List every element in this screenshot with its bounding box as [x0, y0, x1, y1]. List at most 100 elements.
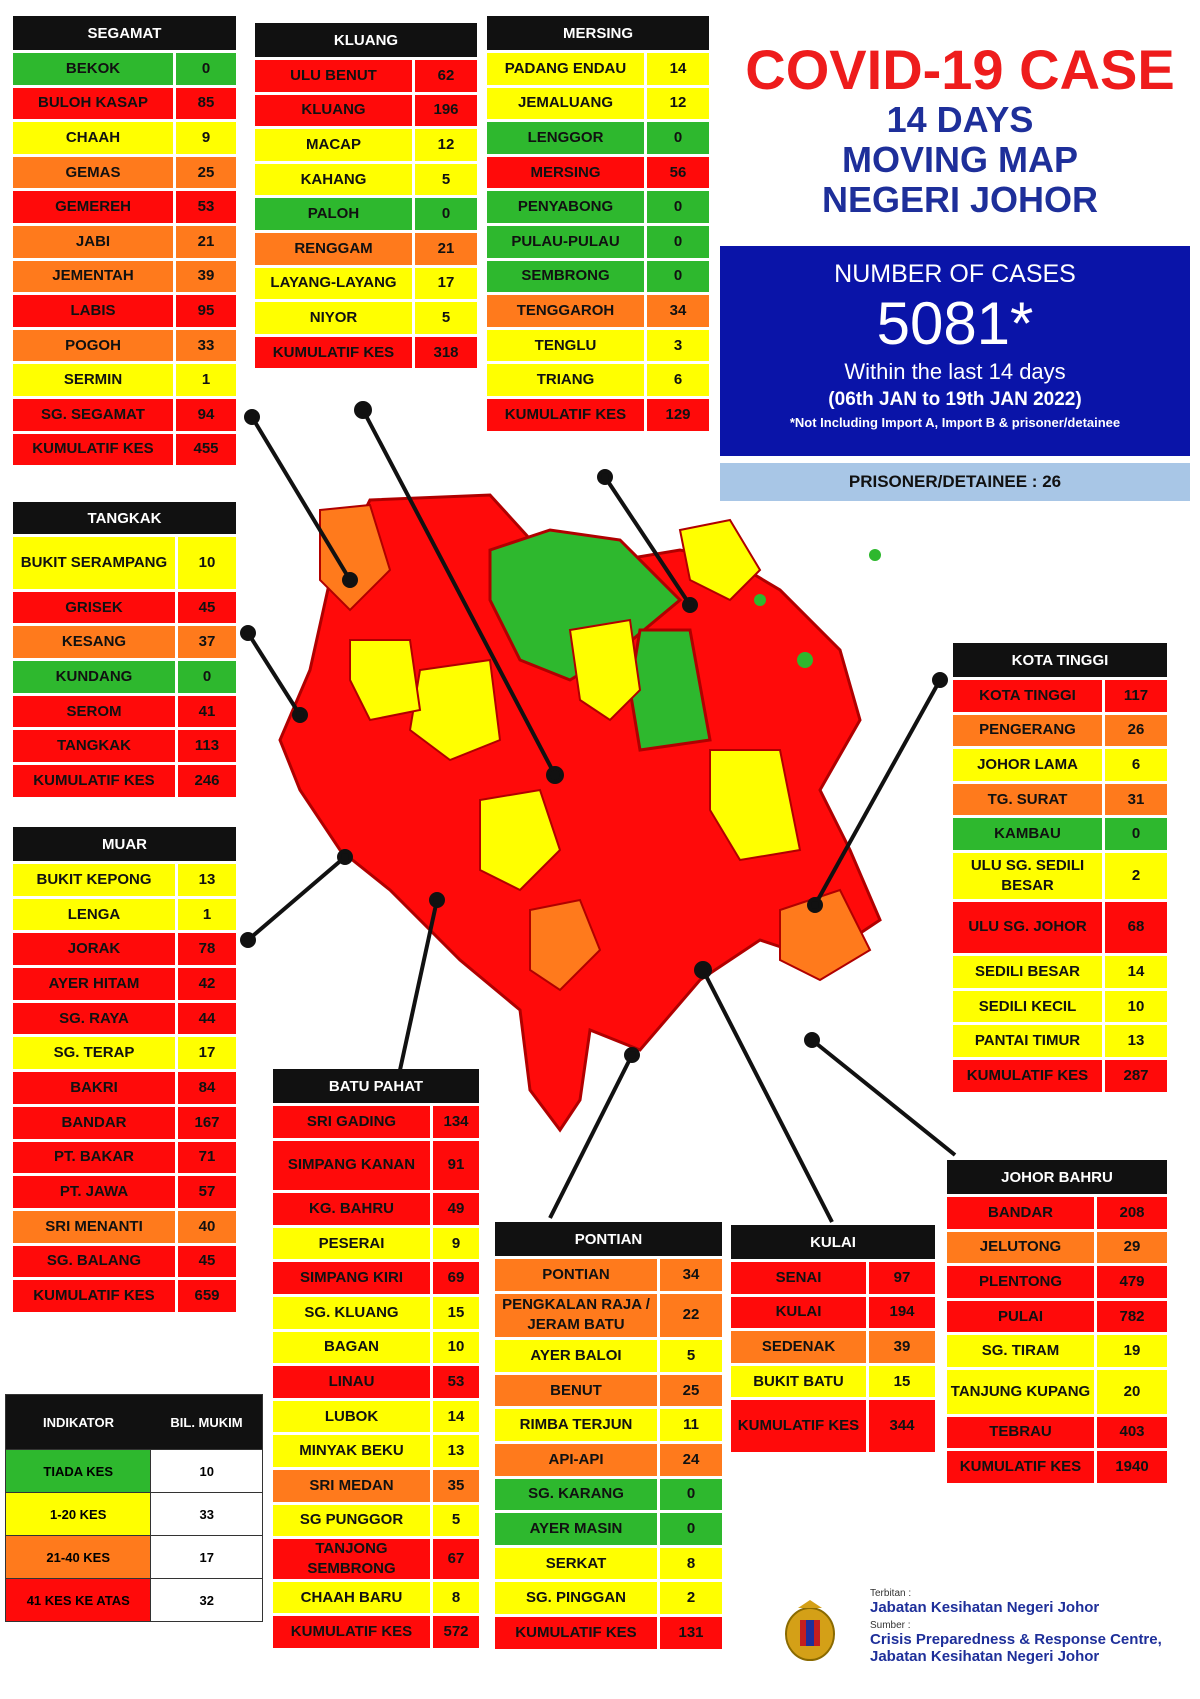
case-count: 33: [176, 329, 236, 362]
case-count: 17: [415, 267, 477, 300]
legend-count: 10: [150, 1450, 262, 1492]
mukim-name: API-API: [495, 1443, 660, 1476]
table-row: PENGERANG 26: [953, 714, 1167, 747]
table-row: KUMULATIF KES 344: [731, 1400, 935, 1452]
table-row: KUMULATIF KES 287: [953, 1059, 1167, 1092]
subtitle-line-1: 14 DAYS: [886, 99, 1034, 140]
mukim-name: TRIANG: [487, 364, 647, 396]
source-line-1: Crisis Preparedness & Response Centre,: [870, 1631, 1162, 1648]
mukim-name: CHAAH BARU: [273, 1581, 433, 1614]
mukim-name: BAGAN: [273, 1331, 433, 1364]
case-count: 39: [869, 1331, 935, 1363]
mukim-name: MACAP: [255, 129, 415, 161]
table-row: PT. BAKAR 71: [13, 1141, 236, 1174]
table-row: SEDILI KECIL 10: [953, 990, 1167, 1023]
table-row: TEBRAU 403: [947, 1416, 1167, 1449]
table-row: SEDENAK 39: [731, 1331, 935, 1363]
mukim-name: SEMBRONG: [487, 260, 647, 293]
table-row: MINYAK BEKU 13: [273, 1435, 479, 1467]
table-row: MERSING 56: [487, 156, 709, 189]
mukim-name: PENGERANG: [953, 714, 1105, 747]
mukim-name: KUMULATIF KES: [255, 336, 415, 369]
table-row: LUBOK 14: [273, 1400, 479, 1433]
case-count: 45: [178, 591, 236, 624]
mukim-name: SRI MENANTI: [13, 1210, 178, 1243]
map-region-yellow-batupahat: [479, 788, 562, 892]
case-count: 97: [869, 1262, 935, 1294]
prisoner-bar: PRISONER/DETAINEE : 26: [720, 463, 1190, 501]
table-row: NIYOR 5: [255, 302, 477, 334]
case-count: 78: [178, 933, 236, 966]
mukim-name: SG. TERAP: [13, 1037, 178, 1070]
table-row: GEMAS 25: [13, 156, 236, 189]
table-row: API-API 24: [495, 1443, 722, 1476]
case-count: 10: [1105, 990, 1167, 1023]
district-header: KULAI: [731, 1225, 935, 1259]
mukim-name: NIYOR: [255, 302, 415, 334]
cases-box: NUMBER OF CASES 5081* Within the last 14…: [720, 246, 1190, 456]
mukim-name: PALOH: [255, 198, 415, 230]
district-table-batu-pahat: BATU PAHAT SRI GADING 134 SIMPANG KANAN 91 KG…: [273, 1069, 479, 1648]
table-row: JEMENTAH 39: [13, 260, 236, 293]
district-table-mersing: MERSING PADANG ENDAU 14 JEMALUANG 12 LENGGOR 0…: [487, 16, 709, 431]
mukim-name: KUMULATIF KES: [953, 1059, 1105, 1092]
case-count: 403: [1097, 1416, 1167, 1449]
mukim-name: TANJONG SEMBRONG: [273, 1539, 433, 1579]
mukim-name: SG. KARANG: [495, 1478, 660, 1511]
case-count: 0: [647, 191, 709, 223]
case-count: 45: [178, 1245, 236, 1278]
table-row: LAYANG-LAYANG 17: [255, 267, 477, 300]
mukim-name: SG. PINGGAN: [495, 1582, 660, 1614]
mukim-name: BANDAR: [947, 1197, 1097, 1229]
table-row: RENGGAM 21: [255, 232, 477, 265]
mukim-name: SENAI: [731, 1262, 869, 1294]
mukim-name: KAHANG: [255, 163, 415, 196]
case-count: 19: [1097, 1335, 1167, 1367]
table-row: ULU BENUT 62: [255, 60, 477, 92]
district-table-kota-tinggi: KOTA TINGGI KOTA TINGGI 117 PENGERANG 26 JOHO…: [953, 643, 1167, 1092]
source-line-2: Jabatan Kesihatan Negeri Johor: [870, 1648, 1100, 1665]
mukim-name: SIMPANG KANAN: [273, 1140, 433, 1191]
case-count: 5: [415, 163, 477, 196]
case-count: 17: [178, 1037, 236, 1070]
mukim-name: KUMULATIF KES: [13, 1280, 178, 1312]
table-row: KAMBAU 0: [953, 818, 1167, 850]
table-row: PT. JAWA 57: [13, 1176, 236, 1208]
legend-indicator: 1-20 KES: [6, 1493, 151, 1535]
mukim-name: SG. BALANG: [13, 1245, 178, 1278]
mukim-name: JORAK: [13, 933, 178, 966]
mukim-name: BUKIT BATU: [731, 1365, 869, 1398]
mukim-name: BENUT: [495, 1374, 660, 1407]
table-row: SERMIN 1: [13, 364, 236, 396]
mukim-name: KOTA TINGGI: [953, 680, 1105, 712]
table-row: KUMULATIF KES 455: [13, 433, 236, 466]
table-row: BAGAN 10: [273, 1331, 479, 1364]
district-table-johor-bahru: JOHOR BAHRU BANDAR 208 JELUTONG 29 PLENTONG 47…: [947, 1160, 1167, 1483]
legend: INDIKATOR BIL. MUKIM TIADA KES 10 1-20 KES…: [5, 1394, 263, 1622]
case-count: 25: [660, 1374, 722, 1407]
mukim-name: LAYANG-LAYANG: [255, 267, 415, 300]
table-row: KESANG 37: [13, 626, 236, 659]
mukim-name: BANDAR: [13, 1106, 178, 1139]
mukim-name: PT. BAKAR: [13, 1141, 178, 1174]
case-count: 1940: [1097, 1451, 1167, 1483]
legend-indicator: TIADA KES: [6, 1450, 151, 1492]
legend-header-count: BIL. MUKIM: [170, 1414, 243, 1430]
mukim-name: JOHOR LAMA: [953, 749, 1105, 781]
map-region-orange-pontian: [529, 898, 602, 992]
district-table-kulai: KULAI SENAI 97 KULAI 194 SEDENAK 39 BUKIT BATU 1…: [731, 1225, 935, 1452]
mukim-name: SERKAT: [495, 1547, 660, 1580]
mukim-name: LENGA: [13, 898, 178, 931]
mukim-name: SEROM: [13, 695, 178, 728]
case-count: 134: [433, 1106, 479, 1138]
table-row: SEMBRONG 0: [487, 260, 709, 293]
case-count: 0: [660, 1478, 722, 1511]
table-row: JORAK 78: [13, 933, 236, 966]
table-row: GEMEREH 53: [13, 191, 236, 223]
mukim-name: PULAU-PULAU: [487, 225, 647, 258]
mukim-name: PANTAI TIMUR: [953, 1025, 1105, 1057]
mukim-name: SEDILI KECIL: [953, 990, 1105, 1023]
mukim-name: KG. BAHRU: [273, 1193, 433, 1225]
table-row: SG PUNGGOR 5: [273, 1504, 479, 1537]
mukim-name: SG. KLUANG: [273, 1296, 433, 1329]
